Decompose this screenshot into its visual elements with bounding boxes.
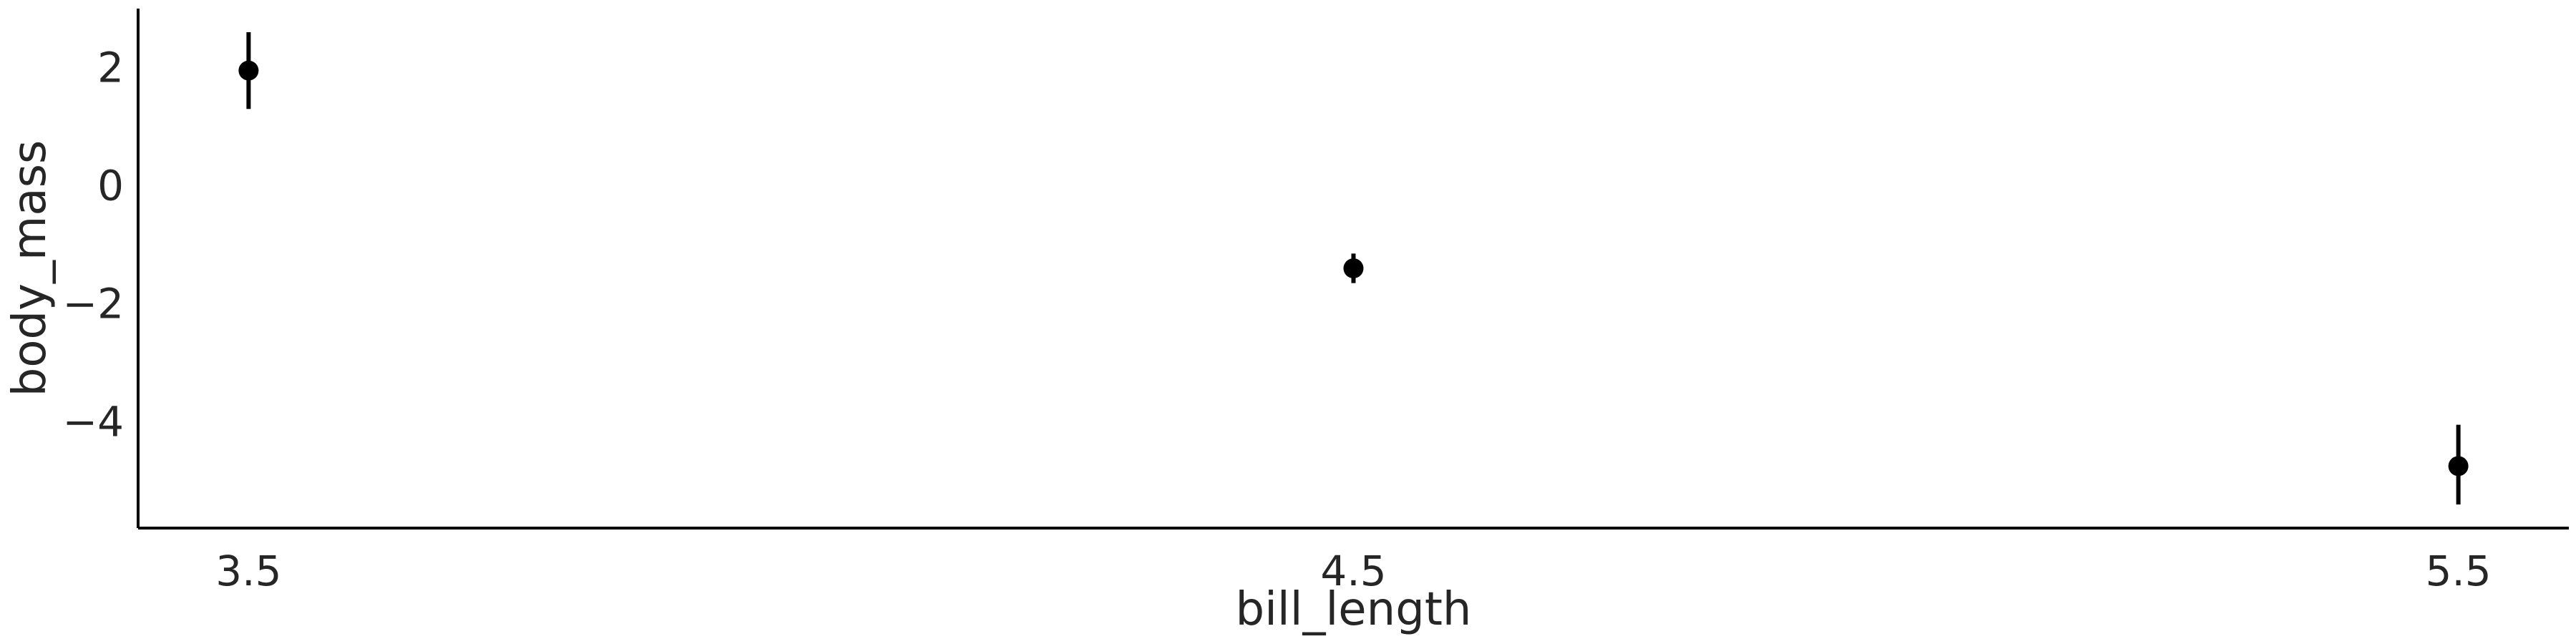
y-tick-label: 0 xyxy=(97,162,124,210)
x-axis-label: bill_length xyxy=(1236,583,1472,636)
y-axis-label: body_mass xyxy=(4,140,57,397)
data-point xyxy=(238,60,259,81)
data-point xyxy=(2448,456,2469,477)
x-tick-label: 5.5 xyxy=(2425,547,2491,595)
y-tick-labels: 2 0 −2 −4 xyxy=(63,44,125,447)
x-tick-labels: 3.5 4.5 5.5 xyxy=(215,547,2491,595)
data-marks xyxy=(238,32,2469,504)
y-tick-label: 2 xyxy=(97,44,124,92)
data-point xyxy=(1343,258,1364,278)
axes xyxy=(137,9,2569,530)
x-tick-label: 4.5 xyxy=(1320,547,1386,595)
y-tick-label: −2 xyxy=(63,280,125,328)
y-tick-label: −4 xyxy=(63,398,125,447)
x-tick-label: 3.5 xyxy=(215,547,281,595)
